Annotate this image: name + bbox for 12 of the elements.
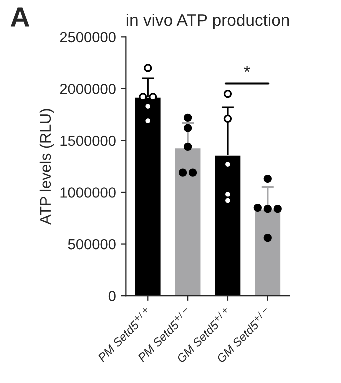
y-axis-title: ATP levels (RLU) <box>40 109 54 225</box>
y-tick-label: 1500000 <box>60 136 116 146</box>
text: A <box>10 8 30 27</box>
chart-title: in vivo ATP production <box>126 14 290 30</box>
y-tick-label: 2000000 <box>60 84 116 94</box>
y-tick-label: 0 <box>108 291 116 302</box>
y-tick-label: 2500000 <box>60 32 116 43</box>
y-tick-label: 500000 <box>68 239 116 250</box>
y-tick-label: 1000000 <box>60 188 116 198</box>
bar <box>174 147 202 296</box>
annotation: * <box>244 66 250 72</box>
bar <box>254 208 282 296</box>
